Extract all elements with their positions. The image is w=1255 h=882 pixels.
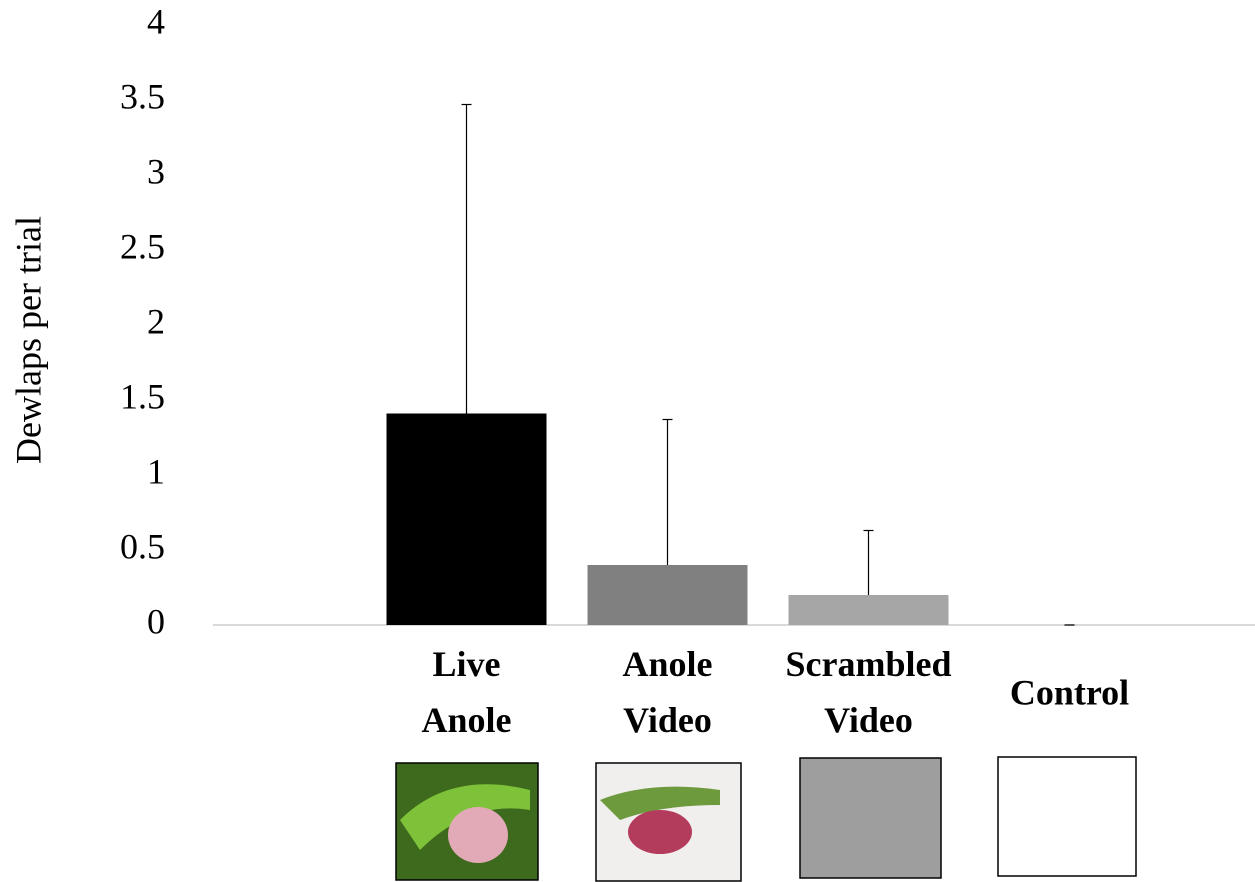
y-tick-label: 1 [147,451,165,491]
y-tick-label: 4 [147,1,165,41]
y-tick-label: 2.5 [120,226,165,266]
bar [387,414,547,626]
y-tick-label: 0 [147,601,165,641]
y-tick-label: 1.5 [120,376,165,416]
control-image [998,757,1136,876]
dewlap-shape [448,807,508,863]
y-axis-label: Dewlaps per trial [8,216,48,464]
error-bar [663,420,673,566]
thumbnails [396,757,1136,881]
bar [588,565,748,625]
error-bar [462,105,472,414]
y-tick-label: 0.5 [120,526,165,566]
y-tick-label: 2 [147,301,165,341]
x-tick-label: Control [1010,672,1129,712]
error-bar [864,531,874,596]
bar [789,595,949,625]
y-tick-label: 3 [147,151,165,191]
y-tick-label: 3.5 [120,76,165,116]
chart: Dewlaps per trial 0 0.5 1 1.5 2 2.5 3 3.5 4 LiveA… [0,0,1255,882]
scrambled-image [800,758,941,878]
dewlap-shape [628,810,692,854]
